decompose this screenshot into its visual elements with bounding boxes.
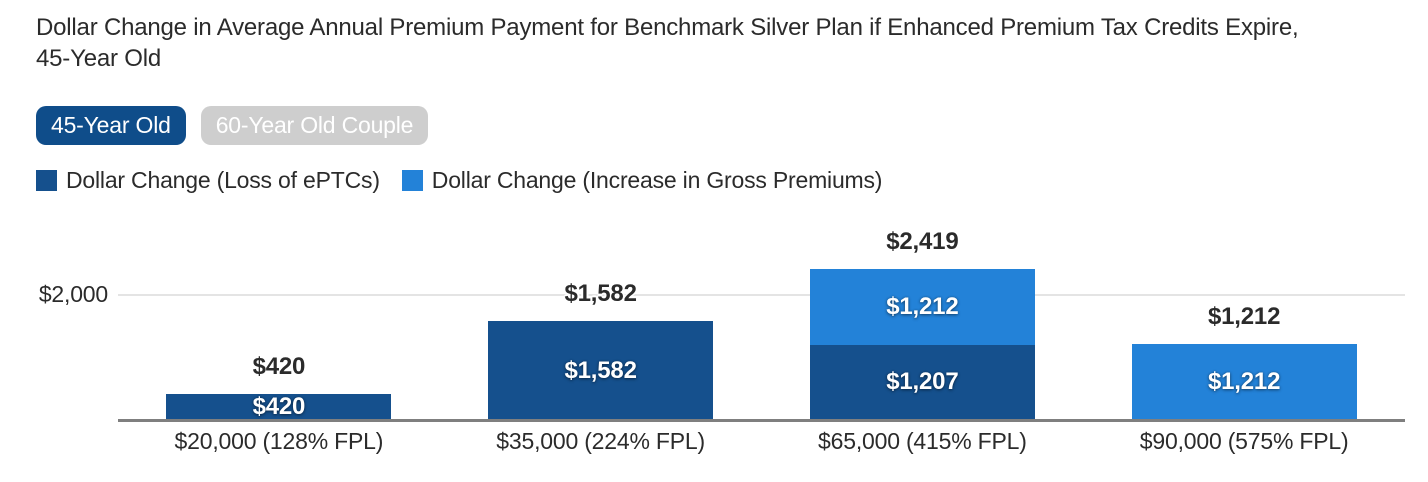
x-axis-tick-label: $65,000 (415% FPL) — [818, 428, 1027, 454]
bar-value-label: $420 — [252, 392, 306, 420]
legend-item-increase-gross-premiums: Dollar Change (Increase in Gross Premium… — [401, 167, 883, 194]
chart-legend: Dollar Change (Loss of ePTCs) Dollar Cha… — [36, 167, 882, 194]
y-axis-tick-label: $2,000 — [38, 281, 108, 307]
bar-value-label: $1,212 — [1208, 368, 1281, 396]
bar-total-label: $1,582 — [564, 280, 637, 308]
legend-item-loss-of-eptcs: Dollar Change (Loss of ePTCs) — [36, 167, 380, 194]
bar-value-label: $1,212 — [886, 292, 959, 320]
legend-swatch-dark-blue — [36, 170, 57, 191]
x-axis-tick-label: $20,000 (128% FPL) — [174, 428, 384, 454]
toggle-60-year-old-couple[interactable]: 60-Year Old Couple — [200, 106, 429, 145]
bar-segment-gross-2[interactable] — [809, 268, 1035, 345]
bar-value-label: $1,207 — [886, 368, 959, 396]
toggle-45-year-old[interactable]: 45-Year Old — [36, 106, 186, 145]
bar-segment-gross-3[interactable] — [1131, 344, 1357, 420]
x-axis-tick-label: $35,000 (224% FPL) — [496, 428, 705, 454]
bar-value-label: $1,582 — [564, 356, 637, 384]
x-axis-tick-label: $90,000 (575% FPL) — [1139, 428, 1349, 454]
legend-label: Dollar Change (Loss of ePTCs) — [66, 167, 380, 193]
bar-total-label: $2,419 — [886, 227, 959, 255]
gridline-2000 — [118, 294, 1405, 296]
bar-segment-loss-0[interactable] — [166, 393, 392, 420]
bar-total-label: $420 — [252, 352, 306, 380]
legend-label: Dollar Change (Increase in Gross Premium… — [431, 167, 883, 193]
bar-total-label: $1,212 — [1208, 303, 1281, 331]
bar-segment-loss-1[interactable] — [488, 321, 714, 420]
bar-segment-loss-2[interactable] — [809, 344, 1035, 420]
x-axis-line — [118, 419, 1405, 422]
legend-swatch-light-blue — [401, 170, 423, 191]
chart-title: Dollar Change in Average Annual Premium … — [36, 14, 1299, 72]
view-toggle-group: 45-Year Old 60-Year Old Couple — [36, 106, 429, 145]
